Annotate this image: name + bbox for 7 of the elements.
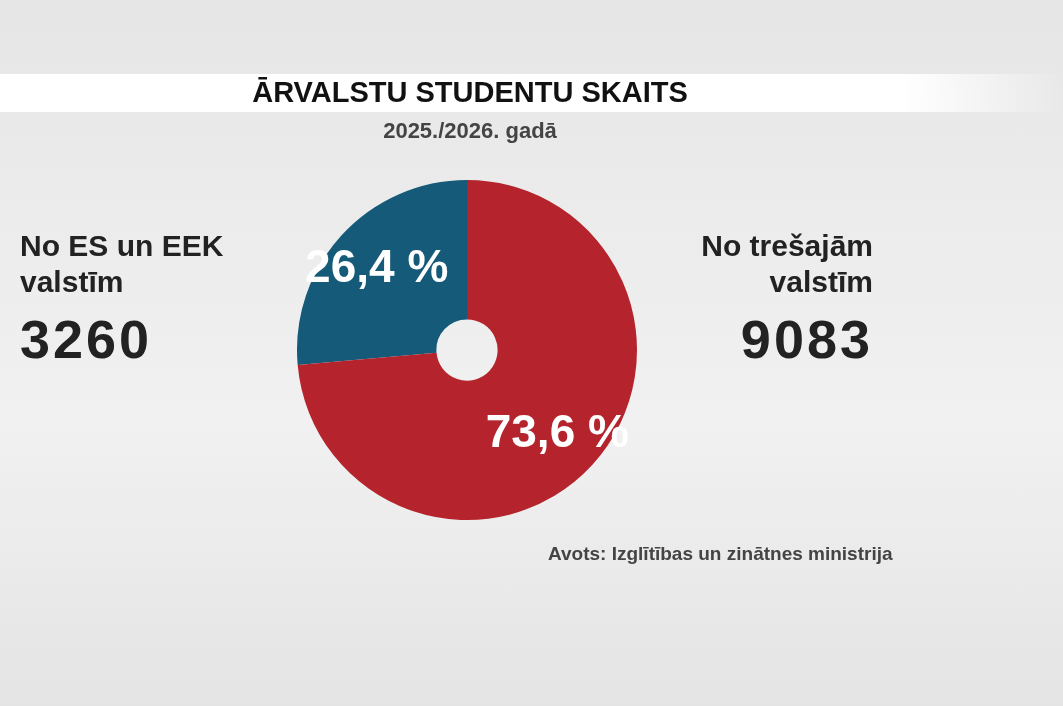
- data-label: 3260: [20, 308, 154, 370]
- text: Avots: Izglītības un zinātnes ministrija: [548, 543, 893, 565]
- slice-label: No ES un EEK valstīm: [20, 228, 225, 300]
- chart-title: ĀRVALSTU STUDENTU SKAITS: [251, 76, 689, 109]
- data-label: 9083: [739, 308, 873, 370]
- slice-label: No trešajām valstīm: [700, 228, 873, 300]
- chart-subtitle: 2025./2026. gadā: [382, 118, 558, 144]
